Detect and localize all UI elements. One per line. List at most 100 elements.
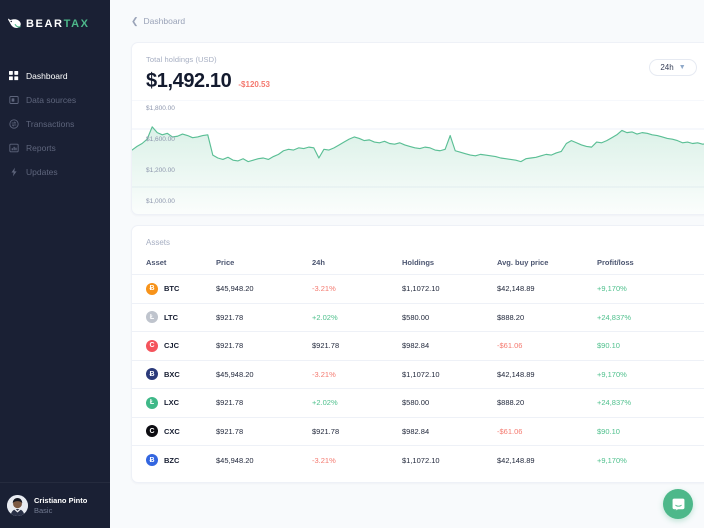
cell-holdings: $1,1072.10	[402, 274, 497, 304]
asset-cell: Ł LXC	[146, 396, 216, 409]
cell-24h: -3.21%	[312, 455, 336, 465]
chevron-left-icon: ❮	[131, 15, 139, 26]
holdings-chart[interactable]	[132, 100, 704, 214]
asset-cell: Ƀ BTC	[146, 282, 216, 295]
table-row[interactable]: Ƀ BZC $45,948.20 -3.21% $1,1072.10 $42,148.89…	[132, 446, 704, 475]
column-header-holdings[interactable]: Holdings	[402, 258, 497, 275]
cell-profit-loss: $90.10	[597, 331, 704, 361]
asset-symbol: BXC	[164, 369, 180, 379]
y-axis-label-3: $1,000.00	[146, 198, 175, 205]
column-header-avg-buy[interactable]: Avg. buy price	[497, 258, 597, 275]
sidebar-item-reports[interactable]: Reports	[0, 136, 110, 160]
table-header-row: Asset Price 24h Holdings Avg. buy price …	[132, 258, 704, 275]
sidebar-item-dashboard[interactable]: Dashboard	[0, 64, 110, 88]
brand-tax: TAX	[63, 17, 90, 30]
bar-chart-icon	[8, 143, 19, 154]
chevron-down-icon: ▼	[678, 64, 686, 71]
holdings-chart-svg	[132, 100, 704, 214]
cell-holdings: $580.00	[402, 388, 497, 418]
table-row[interactable]: Ł LXC $921.78 +2.02% $580.00 $888.20 +24,837%	[132, 388, 704, 418]
coin-icon: C	[146, 339, 158, 352]
avatar	[7, 495, 28, 516]
sidebar-item-label: Data sources	[26, 95, 77, 105]
exchange-icon	[8, 119, 19, 130]
chat-bubble-icon	[672, 498, 684, 510]
time-range-dropdown[interactable]: 24h ▼	[649, 59, 697, 76]
sidebar-item-label: Dashboard	[26, 71, 68, 81]
sidebar-item-updates[interactable]: Updates	[0, 160, 110, 184]
table-row[interactable]: C CJC $921.78 $921.78 $982.84 -$61.06 $90.10	[132, 331, 704, 361]
coin-icon: Ł	[146, 311, 158, 324]
cell-price: $45,948.20	[216, 360, 312, 389]
column-header-price[interactable]: Price	[216, 258, 312, 275]
total-holdings-label: Total holdings (USD)	[146, 55, 217, 64]
table-row[interactable]: C CXC $921.78 $921.78 $982.84 -$61.06 $90.10	[132, 417, 704, 446]
sidebar-item-transactions[interactable]: Transactions	[0, 112, 110, 136]
column-header-24h[interactable]: 24h	[312, 258, 402, 275]
main-content: ❮ Dashboard Total holdings (USD) $1,492.…	[110, 0, 704, 528]
asset-symbol: CJC	[164, 341, 180, 351]
lightning-icon	[8, 167, 19, 178]
coin-icon: Ƀ	[146, 454, 158, 466]
cell-24h: $921.78	[312, 417, 402, 446]
cell-profit-loss: +24,837%	[597, 303, 704, 332]
chat-launcher-button[interactable]	[663, 489, 693, 519]
cell-profit-loss: $90.10	[597, 417, 704, 446]
coin-icon: C	[146, 425, 158, 438]
coin-icon: Ƀ	[146, 368, 158, 381]
total-holdings-card: Total holdings (USD) $1,492.10 -$120.53 …	[131, 42, 704, 215]
cell-asset: Ł LTC	[132, 303, 216, 332]
asset-cell: Ƀ BXC	[146, 368, 216, 381]
cell-asset: Ƀ BXC	[132, 360, 216, 389]
assets-table-head: Asset Price 24h Holdings Avg. buy price …	[132, 258, 704, 275]
brand-bear: BEAR	[26, 17, 64, 30]
cell-asset: C CJC	[132, 331, 216, 361]
assets-table-body: Ƀ BTC $45,948.20 -3.21% $1,1072.10 $42,148.89…	[132, 274, 704, 475]
brand-logo[interactable]: BEARTAX	[0, 0, 110, 34]
cell-holdings: $1,1072.10	[402, 360, 497, 389]
cell-asset: Ƀ BZC	[132, 446, 216, 475]
cell-asset: Ƀ BTC	[132, 274, 216, 304]
table-row[interactable]: Ł LTC $921.78 +2.02% $580.00 $888.20 +24,837%	[132, 303, 704, 332]
sidebar-item-label: Updates	[26, 167, 58, 177]
sidebar-item-label: Reports	[26, 143, 56, 153]
cell-price: $921.78	[216, 417, 312, 446]
cell-holdings: $1,1072.10	[402, 455, 440, 465]
asset-cell: C CXC	[146, 425, 216, 438]
assets-card: Assets Asset Price 24h Holdings Avg. buy…	[131, 225, 704, 483]
total-holdings-amount: $1,492.10	[146, 70, 232, 92]
cell-price: $921.78	[216, 303, 312, 332]
user-plan: Basic	[34, 505, 53, 515]
cell-profit-loss: +24,837%	[597, 388, 704, 418]
table-row[interactable]: Ƀ BXC $45,948.20 -3.21% $1,1072.10 $42,148.89…	[132, 360, 704, 389]
breadcrumb[interactable]: ❮ Dashboard	[131, 16, 185, 26]
sidebar-item-data-sources[interactable]: Data sources	[0, 88, 110, 112]
coin-icon: Ł	[146, 396, 158, 409]
cell-price: $921.78	[216, 388, 312, 418]
cell-avg-buy-price: $42,148.89	[497, 455, 535, 465]
column-header-asset[interactable]: Asset	[132, 258, 216, 275]
y-axis-label-0: $1,800.00	[146, 105, 175, 112]
topbar: ❮ Dashboard	[110, 0, 704, 42]
cell-price: $45,948.20	[216, 274, 312, 304]
coin-icon: Ƀ	[146, 282, 158, 295]
cell-avg-buy-price: $888.20	[497, 303, 597, 332]
y-axis-label-2: $1,200.00	[146, 167, 175, 174]
cell-holdings: $982.84	[402, 331, 497, 361]
sidebar-user-profile[interactable]: Cristiano Pinto Basic	[0, 482, 110, 528]
table-row[interactable]: Ƀ BTC $45,948.20 -3.21% $1,1072.10 $42,148.89…	[132, 274, 704, 304]
breadcrumb-label: Dashboard	[143, 16, 186, 26]
assets-table: Asset Price 24h Holdings Avg. buy price …	[132, 258, 704, 474]
column-header-profit-loss[interactable]: Profit/loss	[597, 258, 704, 275]
cell-holdings: $982.84	[402, 417, 497, 446]
cell-24h: +2.02%	[312, 388, 402, 418]
cell-profit-loss: +9,170%	[597, 455, 627, 465]
asset-cell: Ł LTC	[146, 311, 216, 324]
cell-24h: +2.02%	[312, 303, 402, 332]
cell-24h: $921.78	[312, 331, 402, 361]
cell-holdings: $580.00	[402, 303, 497, 332]
asset-symbol: BZC	[164, 455, 180, 465]
time-range-value: 24h	[660, 63, 674, 72]
cell-asset: C CXC	[132, 417, 216, 446]
cell-avg-buy-price: -$61.06	[497, 331, 597, 361]
